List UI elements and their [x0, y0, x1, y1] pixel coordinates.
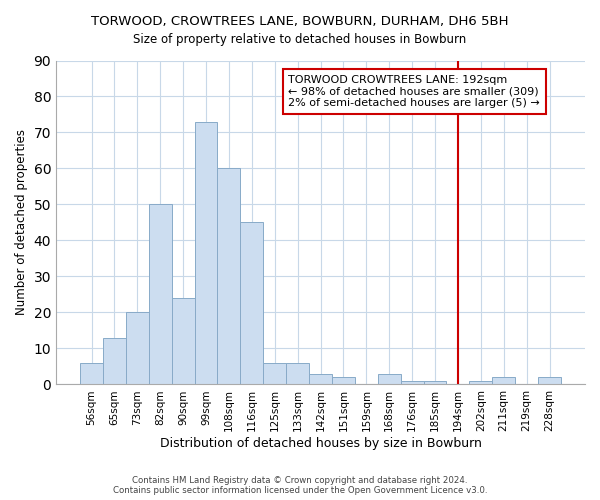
Text: TORWOOD CROWTREES LANE: 192sqm
← 98% of detached houses are smaller (309)
2% of : TORWOOD CROWTREES LANE: 192sqm ← 98% of …: [289, 75, 540, 108]
Bar: [217, 168, 241, 384]
Bar: [241, 222, 263, 384]
Text: Contains HM Land Registry data © Crown copyright and database right 2024.
Contai: Contains HM Land Registry data © Crown c…: [113, 476, 487, 495]
Bar: [424, 381, 446, 384]
Bar: [492, 378, 515, 384]
Bar: [194, 122, 217, 384]
Bar: [286, 363, 309, 384]
Text: TORWOOD, CROWTREES LANE, BOWBURN, DURHAM, DH6 5BH: TORWOOD, CROWTREES LANE, BOWBURN, DURHAM…: [91, 15, 509, 28]
Bar: [332, 378, 355, 384]
Text: Size of property relative to detached houses in Bowburn: Size of property relative to detached ho…: [133, 32, 467, 46]
Bar: [149, 204, 172, 384]
Bar: [378, 374, 401, 384]
Bar: [538, 378, 561, 384]
Bar: [309, 374, 332, 384]
Y-axis label: Number of detached properties: Number of detached properties: [15, 130, 28, 316]
X-axis label: Distribution of detached houses by size in Bowburn: Distribution of detached houses by size …: [160, 437, 481, 450]
Bar: [126, 312, 149, 384]
Bar: [172, 298, 194, 384]
Bar: [80, 363, 103, 384]
Bar: [263, 363, 286, 384]
Bar: [103, 338, 126, 384]
Bar: [469, 381, 492, 384]
Bar: [401, 381, 424, 384]
